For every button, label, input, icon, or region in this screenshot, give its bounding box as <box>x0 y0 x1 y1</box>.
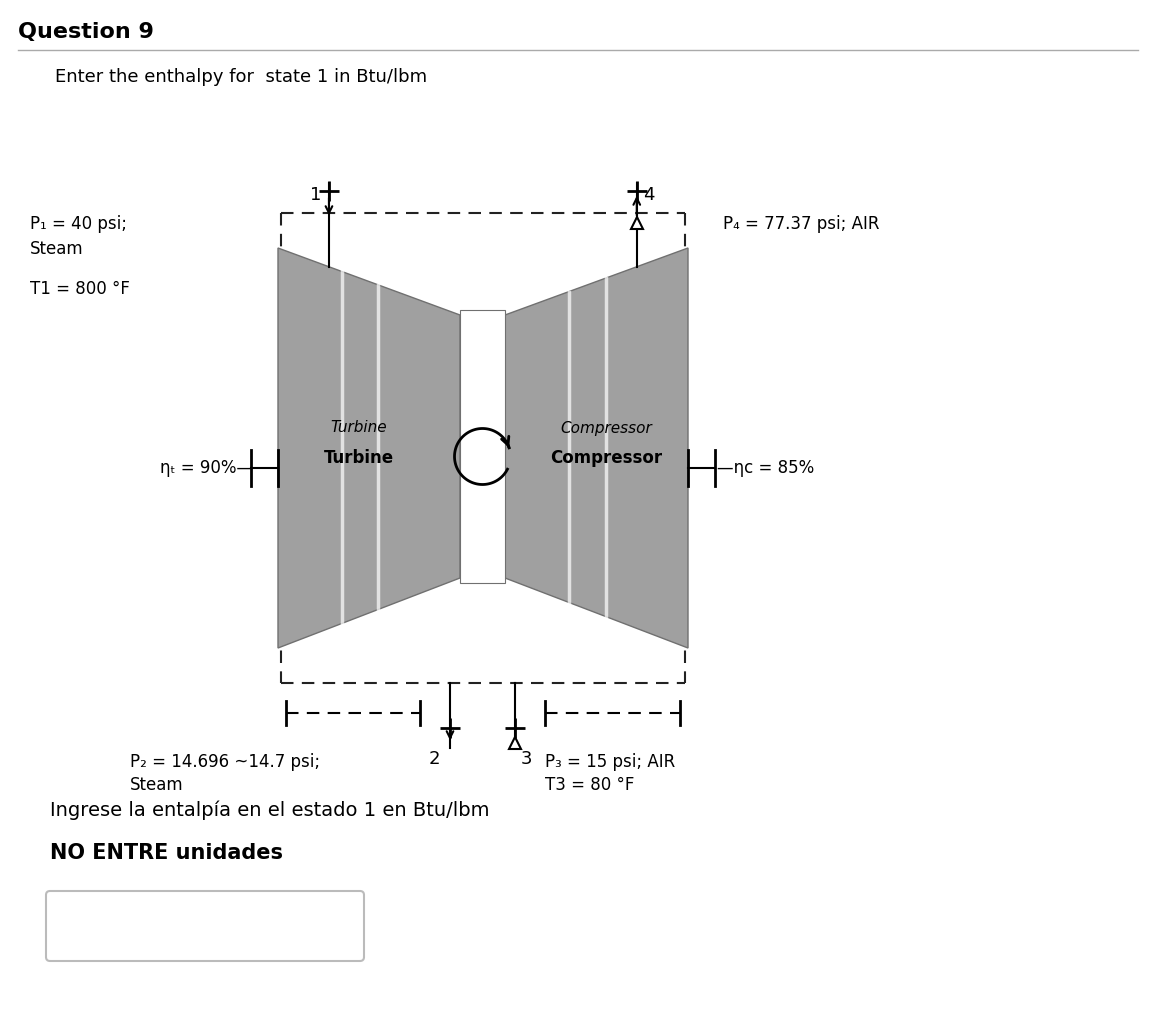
Text: 1: 1 <box>310 186 321 204</box>
Text: T3 = 80 °F: T3 = 80 °F <box>544 776 635 794</box>
Polygon shape <box>277 248 460 648</box>
Text: P₃ = 15 psi; AIR: P₃ = 15 psi; AIR <box>544 753 675 771</box>
FancyBboxPatch shape <box>46 891 364 961</box>
Text: 3: 3 <box>521 750 533 768</box>
Bar <box>460 310 505 583</box>
Text: T1 = 800 °F: T1 = 800 °F <box>30 280 129 298</box>
Polygon shape <box>505 248 688 648</box>
Text: P₂ = 14.696 ~14.7 psi;: P₂ = 14.696 ~14.7 psi; <box>129 753 320 771</box>
Text: Turbine: Turbine <box>331 421 387 435</box>
Text: ηₜ = 90%—: ηₜ = 90%— <box>160 459 253 477</box>
Text: Enter the enthalpy for  state 1 in Btu/lbm: Enter the enthalpy for state 1 in Btu/lb… <box>55 68 427 86</box>
Text: P₁ = 40 psi;: P₁ = 40 psi; <box>30 215 127 233</box>
Text: Compressor: Compressor <box>550 449 662 467</box>
Text: 2: 2 <box>429 750 440 768</box>
Text: Steam: Steam <box>30 240 83 258</box>
Text: Steam: Steam <box>129 776 184 794</box>
Text: NO ENTRE unidades: NO ENTRE unidades <box>50 843 283 863</box>
Text: Compressor: Compressor <box>561 421 652 435</box>
Text: Question 9: Question 9 <box>18 22 154 42</box>
Text: P₄ = 77.37 psi; AIR: P₄ = 77.37 psi; AIR <box>722 215 880 233</box>
Text: 4: 4 <box>643 186 654 204</box>
Text: Turbine: Turbine <box>324 449 394 467</box>
Text: —ηc = 85%: —ηc = 85% <box>717 459 814 477</box>
Text: Ingrese la entalpía en el estado 1 en Btu/lbm: Ingrese la entalpía en el estado 1 en Bt… <box>50 800 489 819</box>
